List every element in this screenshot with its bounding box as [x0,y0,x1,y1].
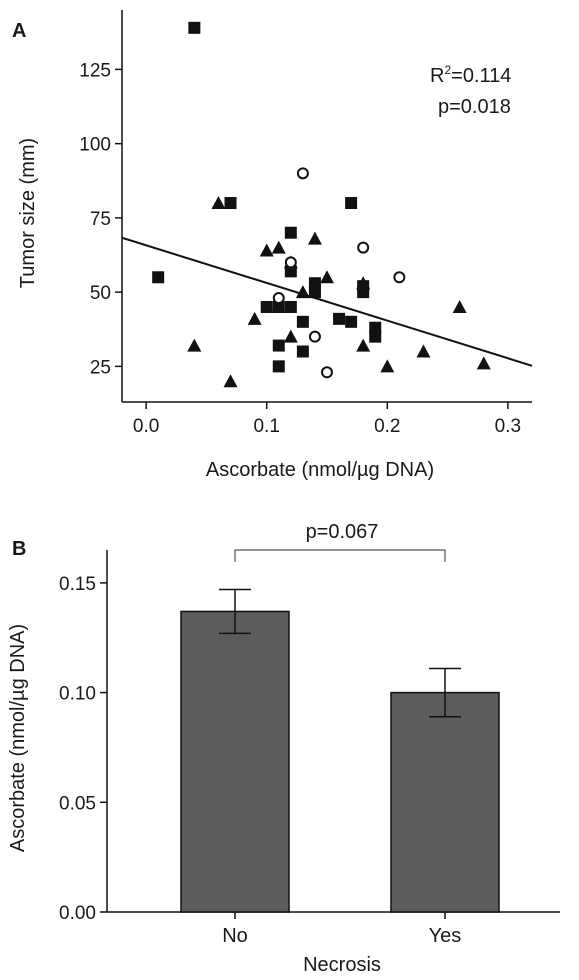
panel-a-y-ticks: 25 50 75 100 125 [79,60,122,378]
y-tick-label: 0.05 [59,793,96,814]
x-tick-label: 0.0 [133,416,159,437]
panel-b-x-ticks: No Yes [222,912,461,947]
panel-a-letter: A [12,20,26,42]
circle-point [296,167,309,180]
triangle-point [247,311,262,325]
panel-a-x-ticks: 0.0 0.1 0.2 0.3 [133,402,521,437]
y-tick-label: 100 [79,135,111,156]
panel-a-scatter-plot: A 0.0 0.1 0.2 0.3 25 50 75 100 125 R2=0.114 p=0… [12,10,533,481]
triangle-point [271,299,286,313]
triangle-point [476,356,491,370]
r2-superscript: 2 [444,63,451,77]
regression-line [121,236,533,367]
bar [390,691,500,913]
panel-b-letter: B [12,538,26,560]
panel-a-y-axis-label: Tumor size (mm) [17,138,39,288]
square-point [345,197,358,210]
triangle-point [452,299,467,313]
triangle-point [356,276,371,290]
square-point [296,315,309,328]
triangle-point [416,344,431,358]
y-tick-label: 0.10 [59,684,96,705]
x-tick-label: 0.3 [495,416,521,437]
x-tick-label: 0.2 [374,416,400,437]
panel-b-y-axis-label: Ascorbate (nmol/µg DNA) [7,624,29,852]
y-tick-label: 0.00 [59,903,96,924]
triangle-point [307,231,322,245]
significance-bracket [234,549,446,562]
triangle-point [320,270,334,284]
triangle-point [271,240,286,254]
square-point [284,300,297,313]
y-tick-label: 125 [79,60,111,81]
square-point [296,345,309,358]
significance-p-value: p=0.067 [306,521,379,543]
r2-value: =0.114 [451,65,511,87]
y-tick-label: 50 [90,283,111,304]
triangle-point [283,329,298,343]
y-tick-label: 25 [90,357,111,378]
square-point [308,286,321,299]
square-point [152,271,165,284]
y-tick-label: 0.15 [59,574,96,595]
square-point [272,339,285,352]
triangle-point [356,338,371,352]
square-point [333,312,346,325]
circle-point [393,271,406,284]
panel-b-x-axis-label: Necrosis [303,954,381,975]
panel-a-axes [121,10,532,403]
circle-point [272,292,285,305]
circle-point [357,241,370,254]
triangle-point [380,359,395,373]
bracket-line [234,549,446,562]
scatter-points [152,21,491,388]
panel-a-x-axis-label: Ascorbate (nmol/µg DNA) [206,459,434,481]
panel-b-y-ticks: 0.00 0.05 0.10 0.15 [59,574,107,924]
r-squared-annotation: R2=0.114 [430,63,511,87]
square-point [224,197,237,210]
triangle-point [223,374,238,388]
panel-b-bar-chart: B 0.00 0.05 0.10 0.15 No Yes p=0.067 Necrosi… [7,521,560,976]
circle-point [284,256,297,269]
r2-prefix: R [430,65,444,87]
x-tick-label: 0.1 [253,416,279,437]
y-tick-label: 75 [90,209,111,230]
bar [180,610,290,913]
circle-point [321,366,333,379]
circle-point [308,330,321,343]
triangle-point [295,285,310,299]
triangle-point [211,196,226,210]
square-point [272,360,285,373]
square-point [284,226,297,239]
square-point [369,330,382,343]
square-point [188,21,201,34]
bars [180,588,500,913]
triangle-point [259,243,274,257]
triangle-point [187,338,202,352]
square-point [260,300,273,313]
x-tick-label: No [222,925,248,947]
square-point [345,315,358,328]
x-tick-label: Yes [429,925,462,947]
p-value-annotation: p=0.018 [438,96,511,118]
